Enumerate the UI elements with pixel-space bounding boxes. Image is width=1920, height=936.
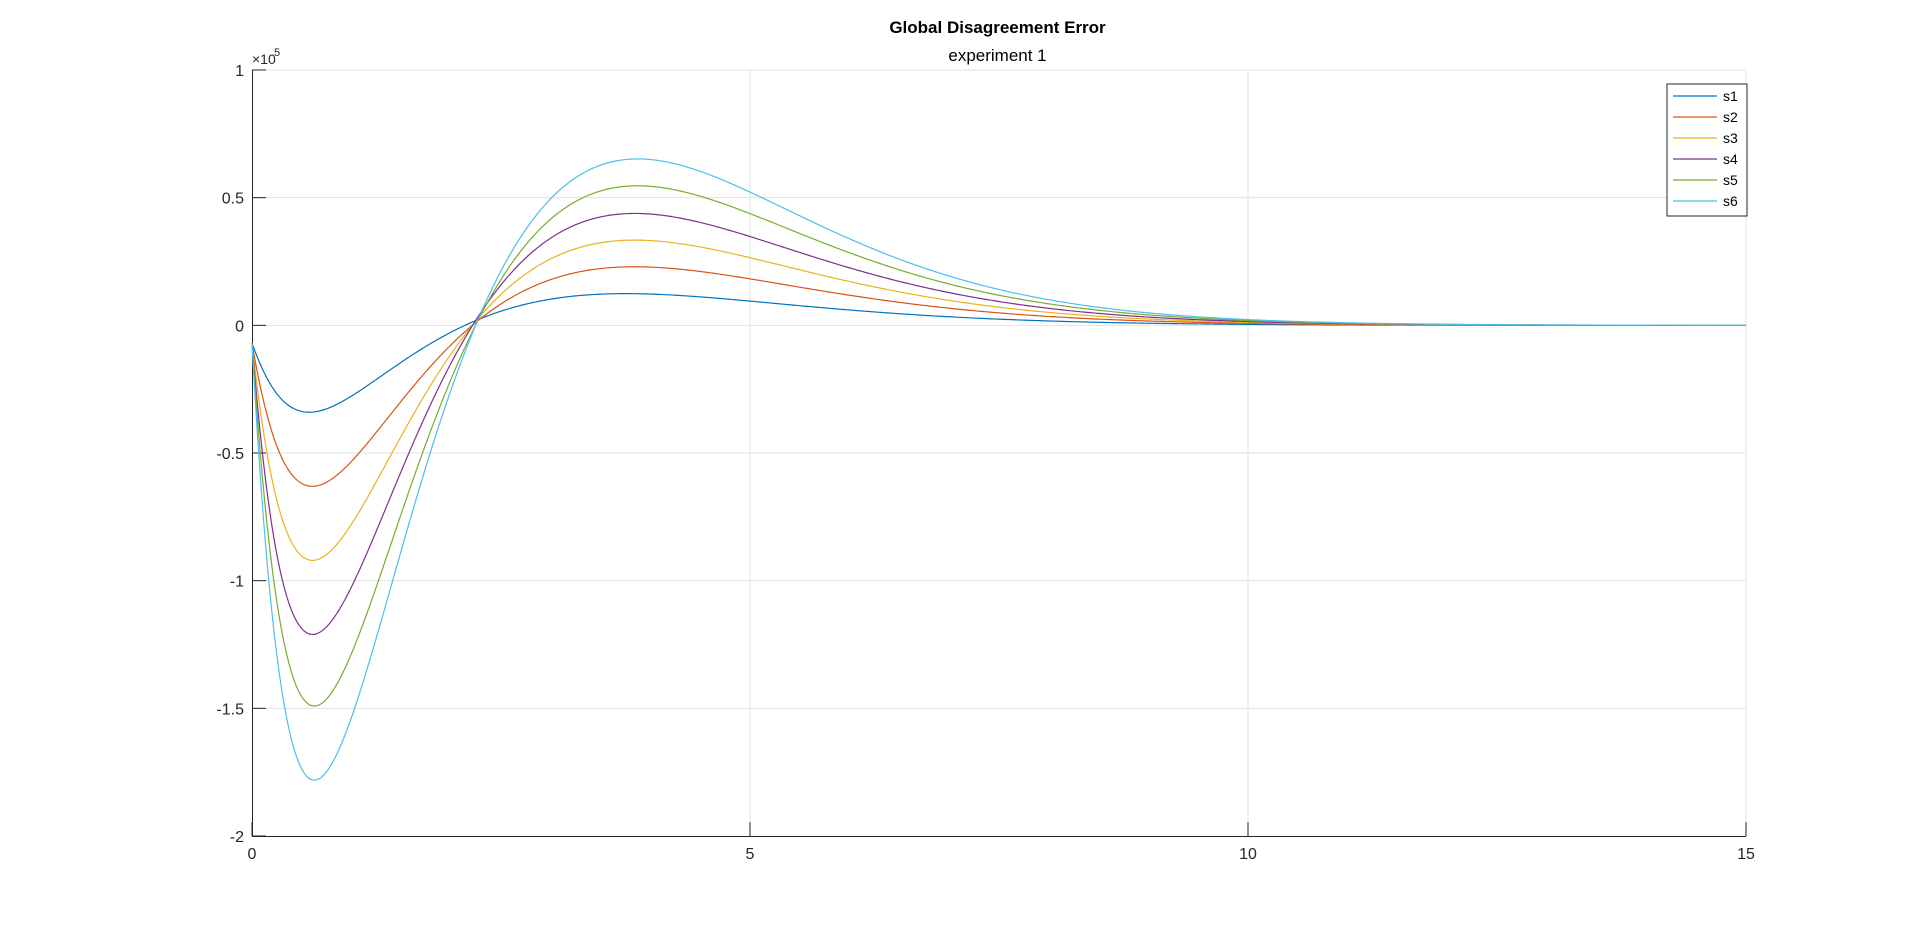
y-tick-label: 0: [235, 318, 244, 335]
y-exponent-power: 5: [274, 47, 280, 59]
legend-label-s4: s4: [1723, 151, 1738, 167]
legend-label-s2: s2: [1723, 109, 1738, 125]
chart-subtitle: experiment 1: [948, 46, 1047, 65]
y-tick-label: -2: [230, 829, 244, 846]
tick-labels: 0 5 10 15-2-1.5-1-0.500.51×105: [216, 47, 1755, 863]
legend-label-s5: s5: [1723, 172, 1738, 188]
x-tick-label: 10: [1239, 846, 1257, 863]
x-tick-label: 5: [746, 846, 755, 863]
y-tick-label: -1: [230, 574, 244, 591]
y-exponent-label: ×10: [252, 51, 276, 67]
legend-label-s6: s6: [1723, 193, 1738, 209]
x-tick-label: 0: [248, 846, 257, 863]
series-lines: [251, 158, 1747, 781]
y-tick-label: 1: [235, 63, 244, 80]
legend-label-s3: s3: [1723, 130, 1738, 146]
y-tick-label: 0.5: [222, 191, 244, 208]
axes: [251, 69, 1747, 837]
legend-label-s1: s1: [1723, 88, 1738, 104]
legend: s1 s2 s3 s4 s5 s6: [1666, 83, 1748, 217]
grid: [252, 70, 1746, 836]
series-line-s6: [251, 158, 1746, 781]
chart-title: Global Disagreement Error: [889, 18, 1106, 37]
legend-box: [1666, 83, 1748, 217]
x-tick-label: 15: [1737, 846, 1755, 863]
y-tick-label: -1.5: [216, 701, 244, 718]
y-tick-label: -0.5: [216, 446, 244, 463]
